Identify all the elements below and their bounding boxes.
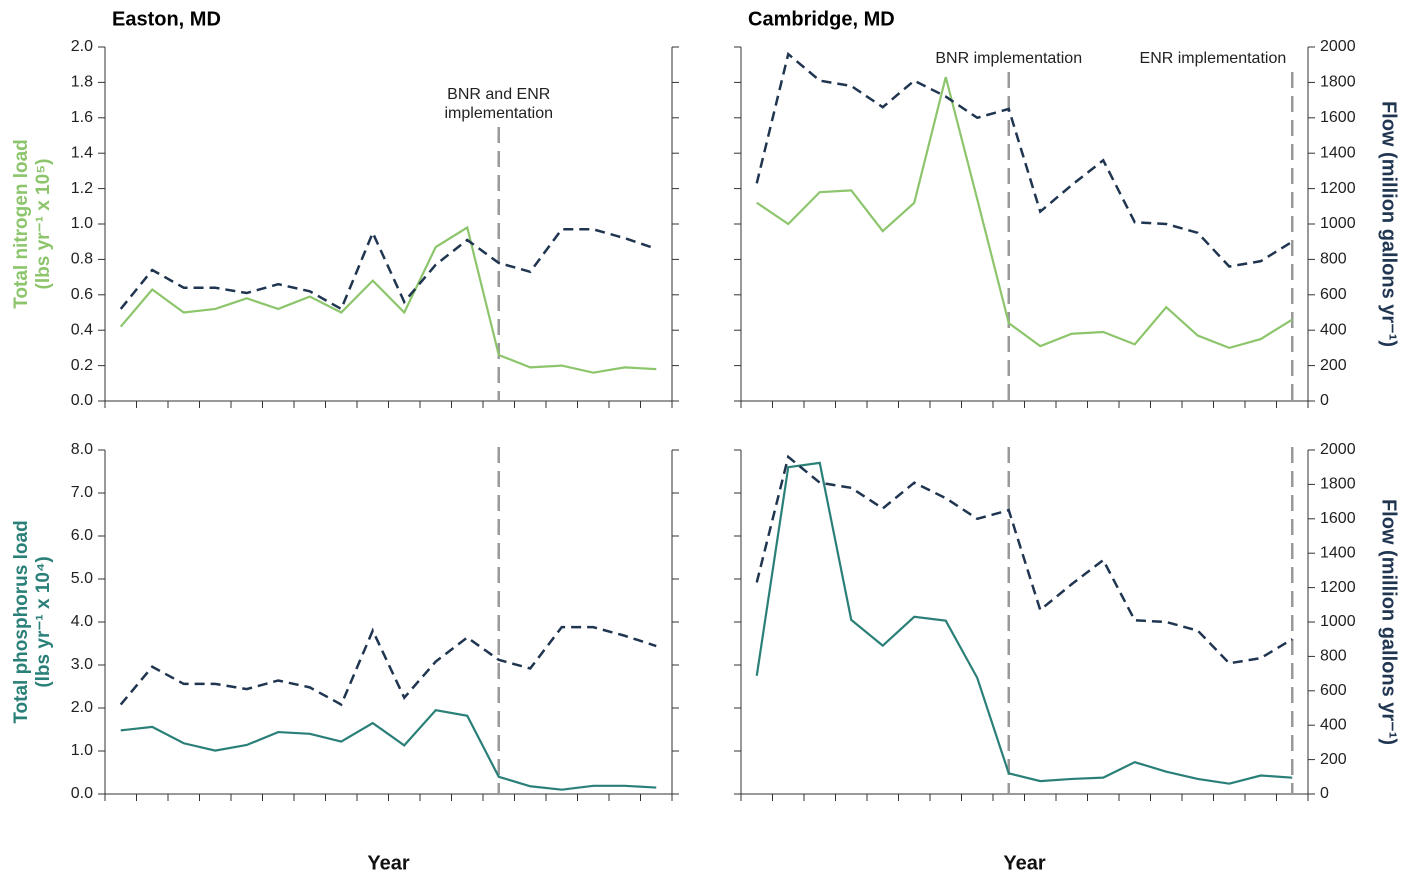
y-axis-label: (lbs yr⁻¹ x 10⁴) (33, 556, 54, 687)
y-tick-label: 1.8 (71, 74, 93, 91)
load-line (119, 225, 657, 374)
panel-title: Easton, MD (112, 8, 221, 30)
y-tick-label: 1.0 (71, 215, 93, 232)
y-tick-label: 1.6 (71, 109, 93, 126)
y2-tick-label: 400 (1320, 321, 1347, 338)
y2-tick-label: 1200 (1320, 579, 1356, 596)
annotation: implementation (445, 105, 554, 122)
annotation: ENR implementation (1140, 50, 1287, 67)
y-tick-label: 0.6 (71, 286, 93, 303)
y2-tick-label: 1200 (1320, 180, 1356, 197)
y-axis-label: (lbs yr⁻¹ x 10⁵) (33, 159, 54, 290)
y2-tick-label: 0 (1320, 392, 1329, 409)
y2-tick-label: 2000 (1320, 441, 1356, 458)
y-axis-label: Total phosphorus load (11, 520, 32, 723)
y2-tick-label: 600 (1320, 682, 1347, 699)
y-tick-label: 0.2 (71, 357, 93, 374)
y2-tick-label: 1600 (1320, 109, 1356, 126)
y-tick-label: 3.0 (71, 656, 93, 673)
y-tick-label: 0.0 (71, 392, 93, 409)
flow-line (119, 625, 657, 707)
load-line (756, 76, 1293, 350)
flow-line (119, 228, 657, 311)
y2-tick-label: 200 (1320, 357, 1347, 374)
y2-axis-label: Flow (million gallons yr⁻¹) (1378, 499, 1400, 745)
y2-tick-label: 1000 (1320, 215, 1356, 232)
y2-tick-label: 1600 (1320, 510, 1356, 527)
annotation: BNR implementation (935, 50, 1082, 67)
y2-tick-label: 400 (1320, 716, 1347, 733)
y2-tick-label: 800 (1320, 648, 1347, 665)
y-tick-label: 0.8 (71, 251, 93, 268)
x-axis-label: Year (367, 852, 409, 874)
y2-tick-label: 1800 (1320, 476, 1356, 493)
y-tick-label: 7.0 (71, 484, 93, 501)
y-tick-label: 1.4 (71, 144, 93, 161)
load-line (755, 461, 1293, 785)
y-tick-label: 4.0 (71, 613, 93, 630)
y-tick-label: 2.0 (71, 38, 93, 55)
y2-tick-label: 1000 (1320, 613, 1356, 630)
y2-tick-label: 600 (1320, 286, 1347, 303)
y2-tick-label: 200 (1320, 751, 1347, 768)
y-tick-label: 0.4 (71, 321, 93, 338)
y-tick-label: 8.0 (71, 441, 93, 458)
annotation: BNR and ENR (447, 86, 550, 103)
load-line (120, 708, 657, 791)
y-tick-label: 6.0 (71, 527, 93, 544)
y2-tick-label: 1800 (1320, 74, 1356, 91)
y-tick-label: 2.0 (71, 699, 93, 716)
y2-tick-label: 1400 (1320, 144, 1356, 161)
y-tick-label: 1.0 (71, 742, 93, 759)
y2-tick-label: 800 (1320, 251, 1347, 268)
y2-tick-label: 2000 (1320, 38, 1356, 55)
y2-axis-label: Flow (million gallons yr⁻¹) (1378, 101, 1400, 347)
flow-line (755, 454, 1293, 665)
y-tick-label: 0.0 (71, 785, 93, 802)
flow-line (755, 51, 1293, 268)
panel-title: Cambridge, MD (748, 8, 895, 30)
x-axis-label: Year (1003, 852, 1045, 874)
y-axis-label: Total nitrogen load (11, 139, 32, 309)
y2-tick-label: 0 (1320, 785, 1329, 802)
y-tick-label: 5.0 (71, 570, 93, 587)
y2-tick-label: 1400 (1320, 544, 1356, 561)
y-tick-label: 1.2 (71, 180, 93, 197)
